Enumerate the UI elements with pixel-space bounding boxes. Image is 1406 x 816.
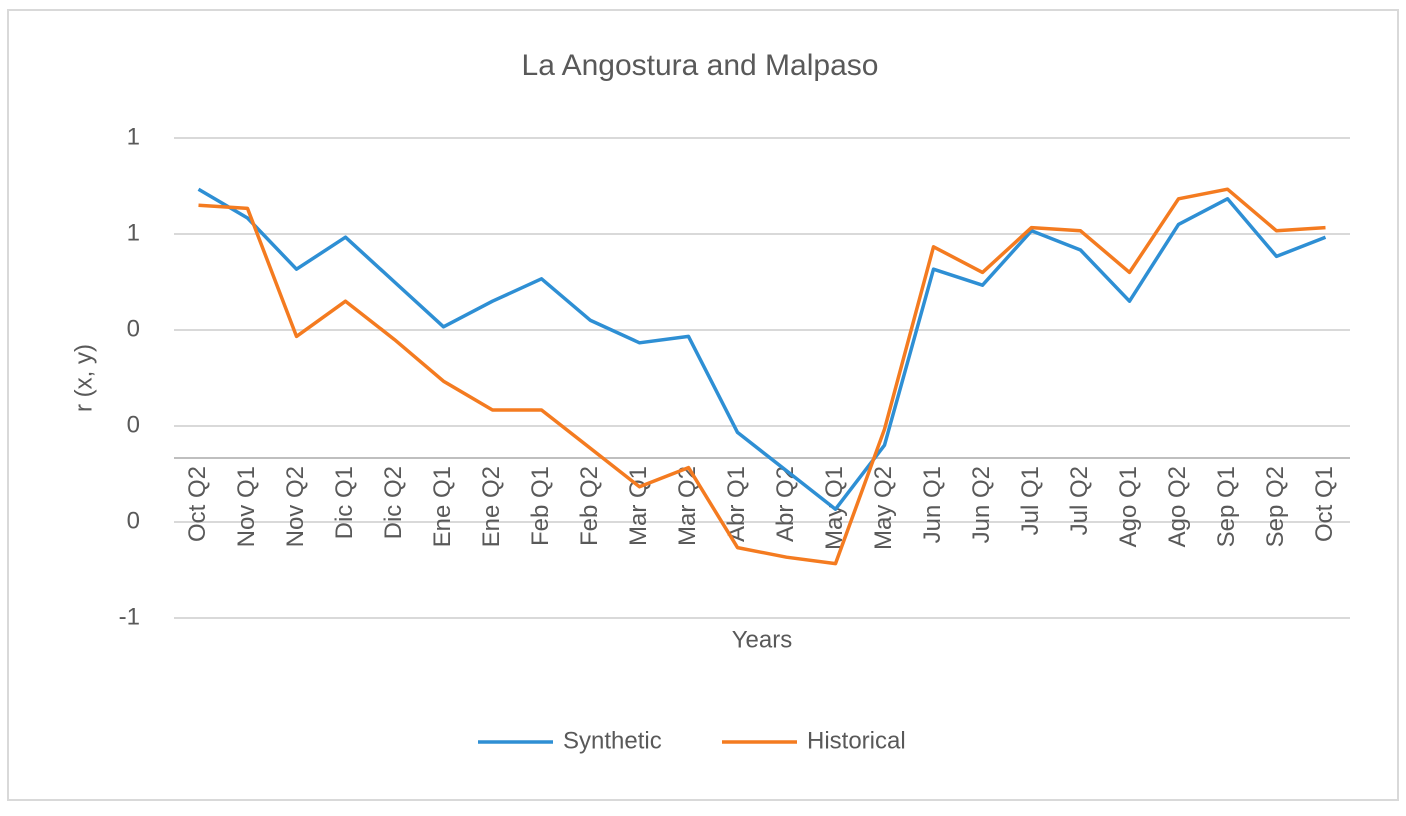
x-tick-label: Jun Q1 [919,466,946,543]
series-line [198,187,1326,566]
series-line [197,187,1327,511]
x-tick-label: Sep Q1 [1213,466,1240,547]
x-tick-label: Feb Q2 [576,466,603,546]
x-tick-label: Ene Q2 [478,466,505,547]
y-tick-label: 1 [127,123,140,150]
x-tick-label: Jul Q2 [1066,466,1093,535]
x-tick-label: Oct Q2 [184,466,211,542]
x-tick-label: May Q2 [870,466,897,550]
x-tick-label: Sep Q2 [1262,466,1289,547]
y-tick-label: 0 [127,315,140,342]
y-tick-label: 0 [127,507,140,534]
x-axis-title: Years [732,626,793,653]
x-tick-label: Ene Q1 [429,466,456,547]
y-tick-label: -1 [119,603,140,630]
x-tick-label: Jul Q1 [1017,466,1044,535]
x-tick-label: Dic Q2 [380,466,407,539]
x-tick-label: Oct Q1 [1311,466,1338,542]
x-tick-label: Nov Q2 [282,466,309,547]
y-tick-label: 1 [127,219,140,246]
x-tick-label: Ago Q2 [1164,466,1191,547]
chart-title: La Angostura and Malpaso [522,49,879,82]
chart-border [7,9,1399,801]
y-axis-title: r (x, y) [70,344,97,412]
x-tick-label: Feb Q1 [527,466,554,546]
x-tick-label: Ago Q1 [1115,466,1142,547]
y-tick-label: 0 [127,411,140,438]
x-tick-label: Jun Q2 [968,466,995,543]
legend-label: Historical [807,727,906,754]
x-tick-label: Nov Q1 [233,466,260,547]
legend-label: Synthetic [563,727,662,754]
x-tick-label: Dic Q1 [331,466,358,539]
